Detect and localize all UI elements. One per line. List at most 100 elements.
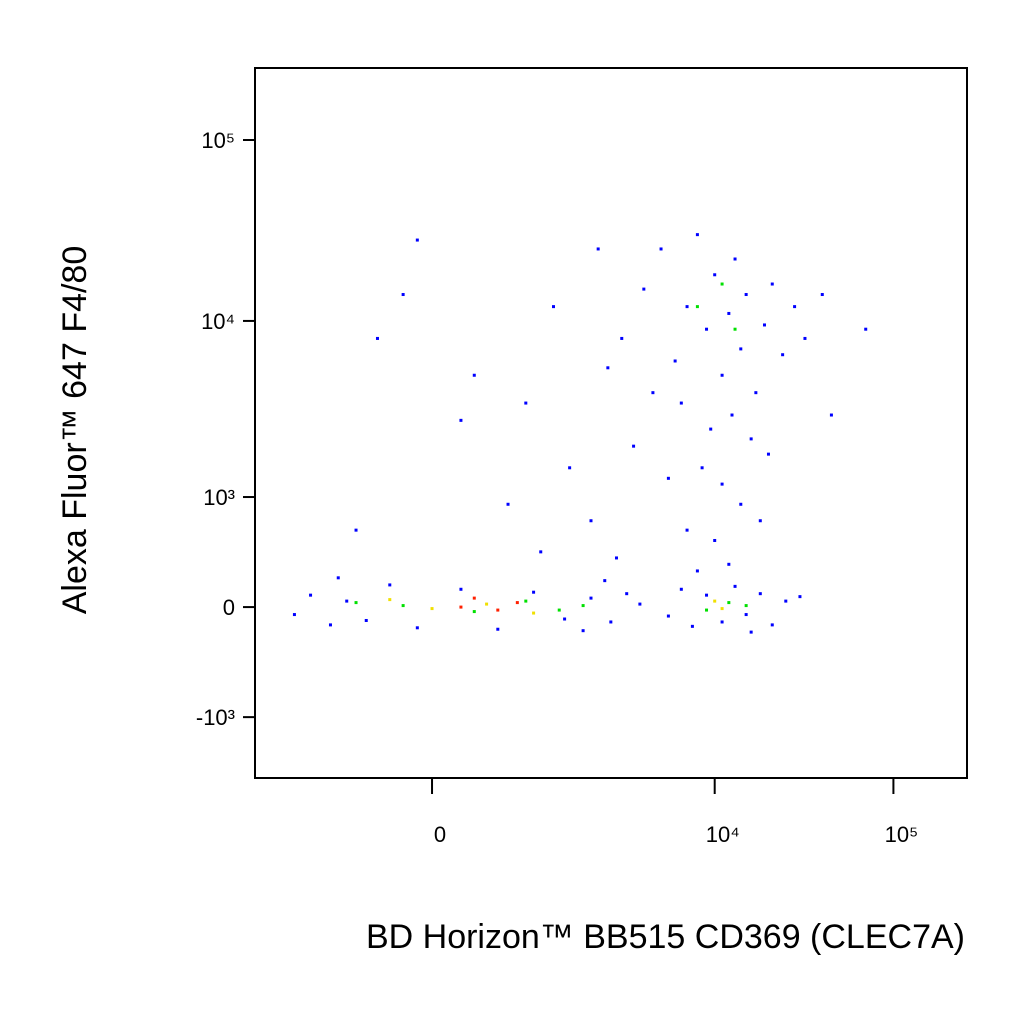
x-tick-label: 10⁵ bbox=[885, 822, 919, 847]
point bbox=[506, 502, 510, 506]
point bbox=[770, 282, 774, 286]
point bbox=[695, 233, 699, 237]
point bbox=[659, 247, 663, 251]
point bbox=[720, 282, 724, 286]
point bbox=[552, 305, 556, 309]
point bbox=[415, 238, 419, 242]
point bbox=[744, 604, 748, 608]
point bbox=[388, 583, 392, 587]
plot-frame bbox=[254, 67, 968, 779]
point bbox=[685, 528, 689, 532]
point bbox=[720, 373, 724, 377]
y-tick-label: -10³ bbox=[196, 705, 235, 730]
point bbox=[709, 427, 713, 431]
point bbox=[803, 336, 807, 340]
point bbox=[524, 401, 528, 405]
point bbox=[401, 604, 405, 608]
point bbox=[798, 595, 802, 599]
point bbox=[354, 528, 358, 532]
point bbox=[727, 311, 731, 315]
point bbox=[739, 347, 743, 351]
x-tick-label: 0 bbox=[434, 822, 446, 847]
point bbox=[705, 327, 709, 331]
point bbox=[781, 353, 785, 357]
point bbox=[292, 613, 296, 617]
point bbox=[770, 623, 774, 627]
point bbox=[596, 247, 600, 251]
point bbox=[730, 413, 734, 417]
point bbox=[375, 336, 379, 340]
point bbox=[720, 482, 724, 486]
y-axis-title: Alexa Fluor™ 647 F4/80 bbox=[56, 246, 94, 615]
y-tick-label: 10⁵ bbox=[201, 128, 235, 153]
point bbox=[766, 452, 770, 456]
point bbox=[496, 608, 500, 612]
point bbox=[793, 305, 797, 309]
point bbox=[690, 624, 694, 628]
point bbox=[829, 413, 833, 417]
point bbox=[459, 605, 463, 609]
point bbox=[589, 519, 593, 523]
point bbox=[642, 287, 646, 291]
point bbox=[700, 466, 704, 470]
point bbox=[685, 305, 689, 309]
point bbox=[336, 576, 340, 580]
point bbox=[705, 593, 709, 597]
point bbox=[539, 550, 543, 554]
point bbox=[720, 620, 724, 624]
point bbox=[784, 599, 788, 603]
point bbox=[603, 579, 607, 583]
point bbox=[651, 391, 655, 395]
point bbox=[749, 630, 753, 634]
point bbox=[713, 273, 717, 277]
point bbox=[733, 584, 737, 588]
point bbox=[749, 437, 753, 441]
point bbox=[345, 599, 349, 603]
point bbox=[430, 607, 434, 611]
point bbox=[532, 590, 536, 594]
point bbox=[739, 502, 743, 506]
point bbox=[713, 599, 717, 603]
y-tick-label: 0 bbox=[223, 595, 235, 620]
point bbox=[666, 614, 670, 618]
x-axis-title: BD Horizon™ BB515 CD369 (CLEC7A) bbox=[366, 918, 965, 956]
point bbox=[733, 327, 737, 331]
point bbox=[733, 257, 737, 261]
point bbox=[401, 293, 405, 297]
point bbox=[364, 618, 368, 622]
point bbox=[557, 608, 561, 612]
point bbox=[415, 626, 419, 630]
y-tick-label: 10³ bbox=[203, 485, 235, 510]
point bbox=[705, 608, 709, 612]
point bbox=[758, 519, 762, 523]
point bbox=[727, 601, 731, 605]
point bbox=[309, 593, 313, 597]
point bbox=[758, 592, 762, 596]
point bbox=[632, 444, 636, 448]
point bbox=[568, 466, 572, 470]
point bbox=[620, 336, 624, 340]
point bbox=[679, 587, 683, 591]
point bbox=[695, 569, 699, 573]
point bbox=[532, 611, 536, 615]
point bbox=[609, 620, 613, 624]
point bbox=[727, 562, 731, 566]
point bbox=[720, 607, 724, 611]
point bbox=[614, 556, 618, 560]
point bbox=[638, 602, 642, 606]
point bbox=[820, 293, 824, 297]
point bbox=[388, 598, 392, 602]
point bbox=[744, 293, 748, 297]
point bbox=[695, 305, 699, 309]
point bbox=[679, 401, 683, 405]
point bbox=[581, 604, 585, 608]
point bbox=[762, 323, 766, 327]
point bbox=[713, 538, 717, 542]
point bbox=[524, 599, 528, 603]
point bbox=[754, 391, 758, 395]
point bbox=[581, 629, 585, 633]
point bbox=[472, 596, 476, 600]
point bbox=[472, 610, 476, 614]
